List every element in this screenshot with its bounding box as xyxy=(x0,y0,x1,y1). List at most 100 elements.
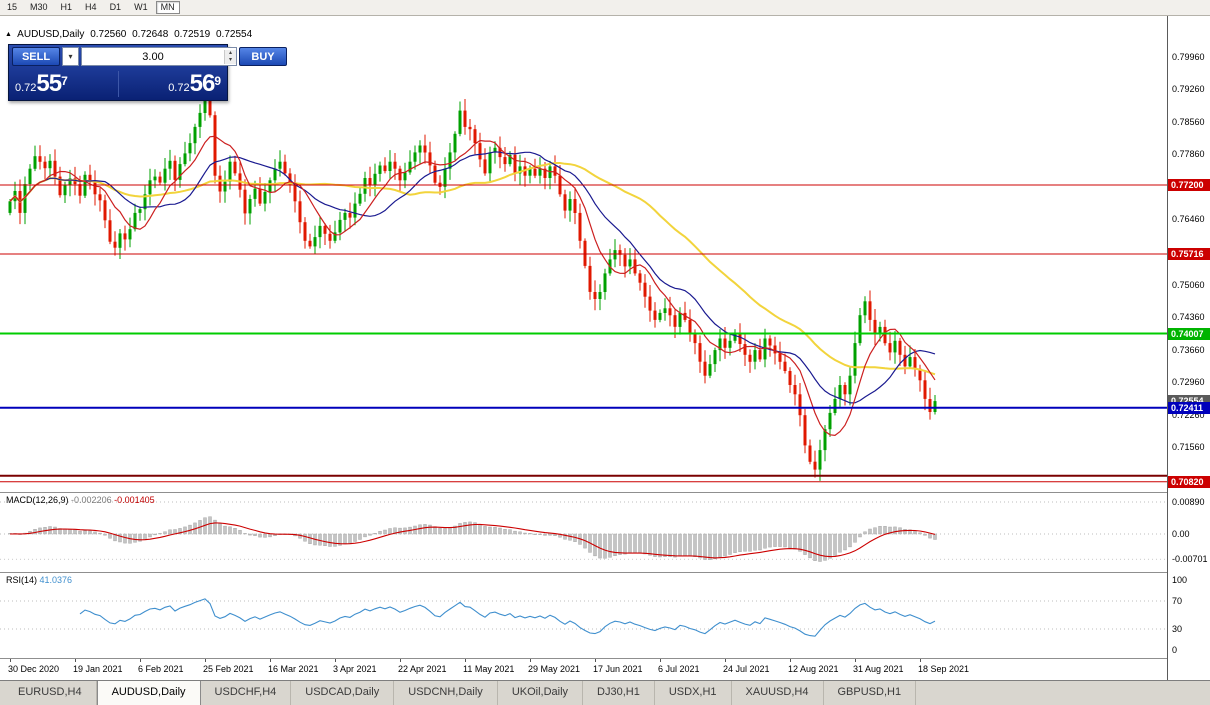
rsi-axis-label: 70 xyxy=(1172,596,1183,606)
buy-price-display[interactable]: 0.72 56 9 xyxy=(121,70,224,97)
macd-axis-label: 0.00 xyxy=(1172,529,1190,539)
main-chart-area[interactable]: ▲ AUDUSD,Daily 0.72560 0.72648 0.72519 0… xyxy=(0,16,1167,492)
price-axis-label: 0.73660 xyxy=(1172,344,1205,355)
price-axis-label: 0.78560 xyxy=(1172,116,1205,127)
sell-price-display[interactable]: 0.72 55 7 xyxy=(13,70,116,97)
time-axis-label: 30 Dec 2020 xyxy=(8,664,60,674)
macd-panel[interactable]: MACD(12,26,9) -0.002206 -0.001405 xyxy=(0,493,1167,572)
chart-tab-bar: EURUSD,H4 AUDUSD,Daily USDCHF,H4 USDCAD,Dai… xyxy=(0,680,1210,705)
ohlc-open: 0.72560 xyxy=(90,29,127,40)
price-axis-label: 0.75060 xyxy=(1172,279,1205,290)
timeframe-button-w1[interactable]: W1 xyxy=(129,1,153,14)
price-axis-label: 0.74360 xyxy=(1172,312,1205,323)
panel-separator[interactable] xyxy=(0,492,1167,493)
volume-increase-button[interactable]: ▴ xyxy=(225,49,236,57)
rsi-axis-label: 30 xyxy=(1172,624,1183,634)
chart-tab-usdcad-daily[interactable]: USDCAD,Daily xyxy=(291,681,395,705)
ohlc-close: 0.72554 xyxy=(216,29,253,40)
price-axis-label: 0.79260 xyxy=(1172,84,1205,95)
time-axis-label: 25 Feb 2021 xyxy=(203,664,254,674)
price-axis-label: 0.76460 xyxy=(1172,214,1205,225)
chart-tab-dj30-h1[interactable]: DJ30,H1 xyxy=(583,681,655,705)
chart-tab-gbpusd-h1[interactable]: GBPUSD,H1 xyxy=(824,681,917,705)
chart-tab-eurusd-h4[interactable]: EURUSD,H4 xyxy=(4,681,97,705)
chart-tab-usdx-h1[interactable]: USDX,H1 xyxy=(655,681,732,705)
time-axis-label: 6 Feb 2021 xyxy=(138,664,184,674)
price-axis-label: 0.72960 xyxy=(1172,377,1205,388)
rsi-value: 41.0376 xyxy=(39,575,73,585)
time-axis-tick xyxy=(270,659,271,662)
rsi-axis-label: 100 xyxy=(1172,575,1188,585)
chart-tab-audusd-daily[interactable]: AUDUSD,Daily xyxy=(96,681,201,705)
macd-axis-label: 0.00890 xyxy=(1172,497,1205,507)
volume-decrease-button[interactable]: ▾ xyxy=(225,56,236,64)
panel-separator xyxy=(0,658,1167,659)
time-axis-tick xyxy=(335,659,336,662)
chart-tab-ukoil-daily[interactable]: UKOil,Daily xyxy=(498,681,584,705)
rsi-axis-label: 0 xyxy=(1172,645,1178,655)
price-axis[interactable]: 0.79960 0.79260 0.78560 0.77860 0.76460 0.750… xyxy=(1167,16,1210,680)
sell-price-pip: 7 xyxy=(61,74,68,88)
time-axis-label: 18 Sep 2021 xyxy=(918,664,970,674)
macd-axis-label: -0.00701 xyxy=(1172,554,1208,565)
chart-symbol: AUDUSD,Daily xyxy=(17,29,85,40)
sell-price-big: 55 xyxy=(36,70,62,97)
chart-tab-usdchf-h4[interactable]: USDCHF,H4 xyxy=(201,681,292,705)
volume-dropdown-button[interactable]: ▾ xyxy=(62,47,79,66)
buy-price-pip: 9 xyxy=(214,74,221,88)
candlestick-chart[interactable] xyxy=(0,16,1167,492)
timeframe-button-d1[interactable]: D1 xyxy=(105,1,127,14)
time-axis-tick xyxy=(855,659,856,662)
time-axis-label: 17 Jun 2021 xyxy=(593,664,643,674)
rsi-chart[interactable] xyxy=(0,573,1167,658)
time-axis-tick xyxy=(920,659,921,662)
time-axis-tick xyxy=(75,659,76,662)
symbol-collapse-icon[interactable]: ▲ xyxy=(5,31,12,38)
time-axis-tick xyxy=(465,659,466,662)
time-axis-label: 3 Apr 2021 xyxy=(333,664,377,674)
timeframe-button-15[interactable]: 15 xyxy=(2,1,22,14)
time-axis-tick xyxy=(10,659,11,662)
time-axis-tick xyxy=(205,659,206,662)
price-level-badge: 0.70820 xyxy=(1168,475,1210,488)
price-level-badge: 0.75716 xyxy=(1168,248,1210,261)
price-level-badge: 0.72411 xyxy=(1168,401,1210,414)
time-axis[interactable]: 30 Dec 2020 19 Jan 2021 6 Feb 2021 25 Feb 2… xyxy=(0,659,1167,680)
rsi-panel[interactable]: RSI(14) 41.0376 xyxy=(0,573,1167,658)
macd-label: MACD(12,26,9) -0.002206 -0.001405 xyxy=(6,495,155,505)
time-axis-label: 22 Apr 2021 xyxy=(398,664,447,674)
time-axis-label: 19 Jan 2021 xyxy=(73,664,123,674)
timeframe-button-mn[interactable]: MN xyxy=(155,1,180,14)
time-axis-label: 31 Aug 2021 xyxy=(853,664,904,674)
price-axis-label: 0.72260 xyxy=(1172,409,1205,420)
macd-chart[interactable] xyxy=(0,493,1167,572)
chart-tab-xauusd-h4[interactable]: XAUUSD,H4 xyxy=(732,681,824,705)
buy-price-big: 56 xyxy=(189,70,216,97)
time-axis-label: 16 Mar 2021 xyxy=(268,664,319,674)
one-click-trading-panel: SELL ▾ ▴ ▾ BUY 0.72 55 7 xyxy=(8,44,287,101)
timeframe-button-h1[interactable]: H1 xyxy=(56,1,78,14)
time-axis-label: 11 May 2021 xyxy=(463,664,515,674)
timeframe-button-h4[interactable]: H4 xyxy=(80,1,102,14)
time-axis-tick xyxy=(660,659,661,662)
panel-separator[interactable] xyxy=(0,572,1167,573)
sell-price-prefix: 0.72 xyxy=(15,82,37,94)
volume-input[interactable] xyxy=(82,50,224,63)
price-level-badge: 0.74007 xyxy=(1168,327,1210,340)
timeframe-button-m30[interactable]: M30 xyxy=(25,1,53,14)
time-axis-label: 29 May 2021 xyxy=(528,664,581,674)
timeframe-toolbar: 15 M30 H1 H4 D1 W1 MN xyxy=(0,0,1210,16)
buy-button[interactable]: BUY xyxy=(239,47,287,66)
price-axis-label: 0.71560 xyxy=(1172,442,1205,453)
buy-price-prefix: 0.72 xyxy=(168,82,190,94)
time-axis-label: 24 Jul 2021 xyxy=(723,664,770,674)
macd-signal-value: -0.001405 xyxy=(114,495,155,505)
time-axis-label: 6 Jul 2021 xyxy=(658,664,700,674)
time-axis-tick xyxy=(595,659,596,662)
chart-tab-usdcnh-daily[interactable]: USDCNH,Daily xyxy=(394,681,498,705)
sell-button[interactable]: SELL xyxy=(12,47,60,66)
macd-main-value: -0.002206 xyxy=(71,495,112,505)
chart-symbol-header: ▲ AUDUSD,Daily 0.72560 0.72648 0.72519 0… xyxy=(5,29,255,40)
time-axis-tick xyxy=(140,659,141,662)
